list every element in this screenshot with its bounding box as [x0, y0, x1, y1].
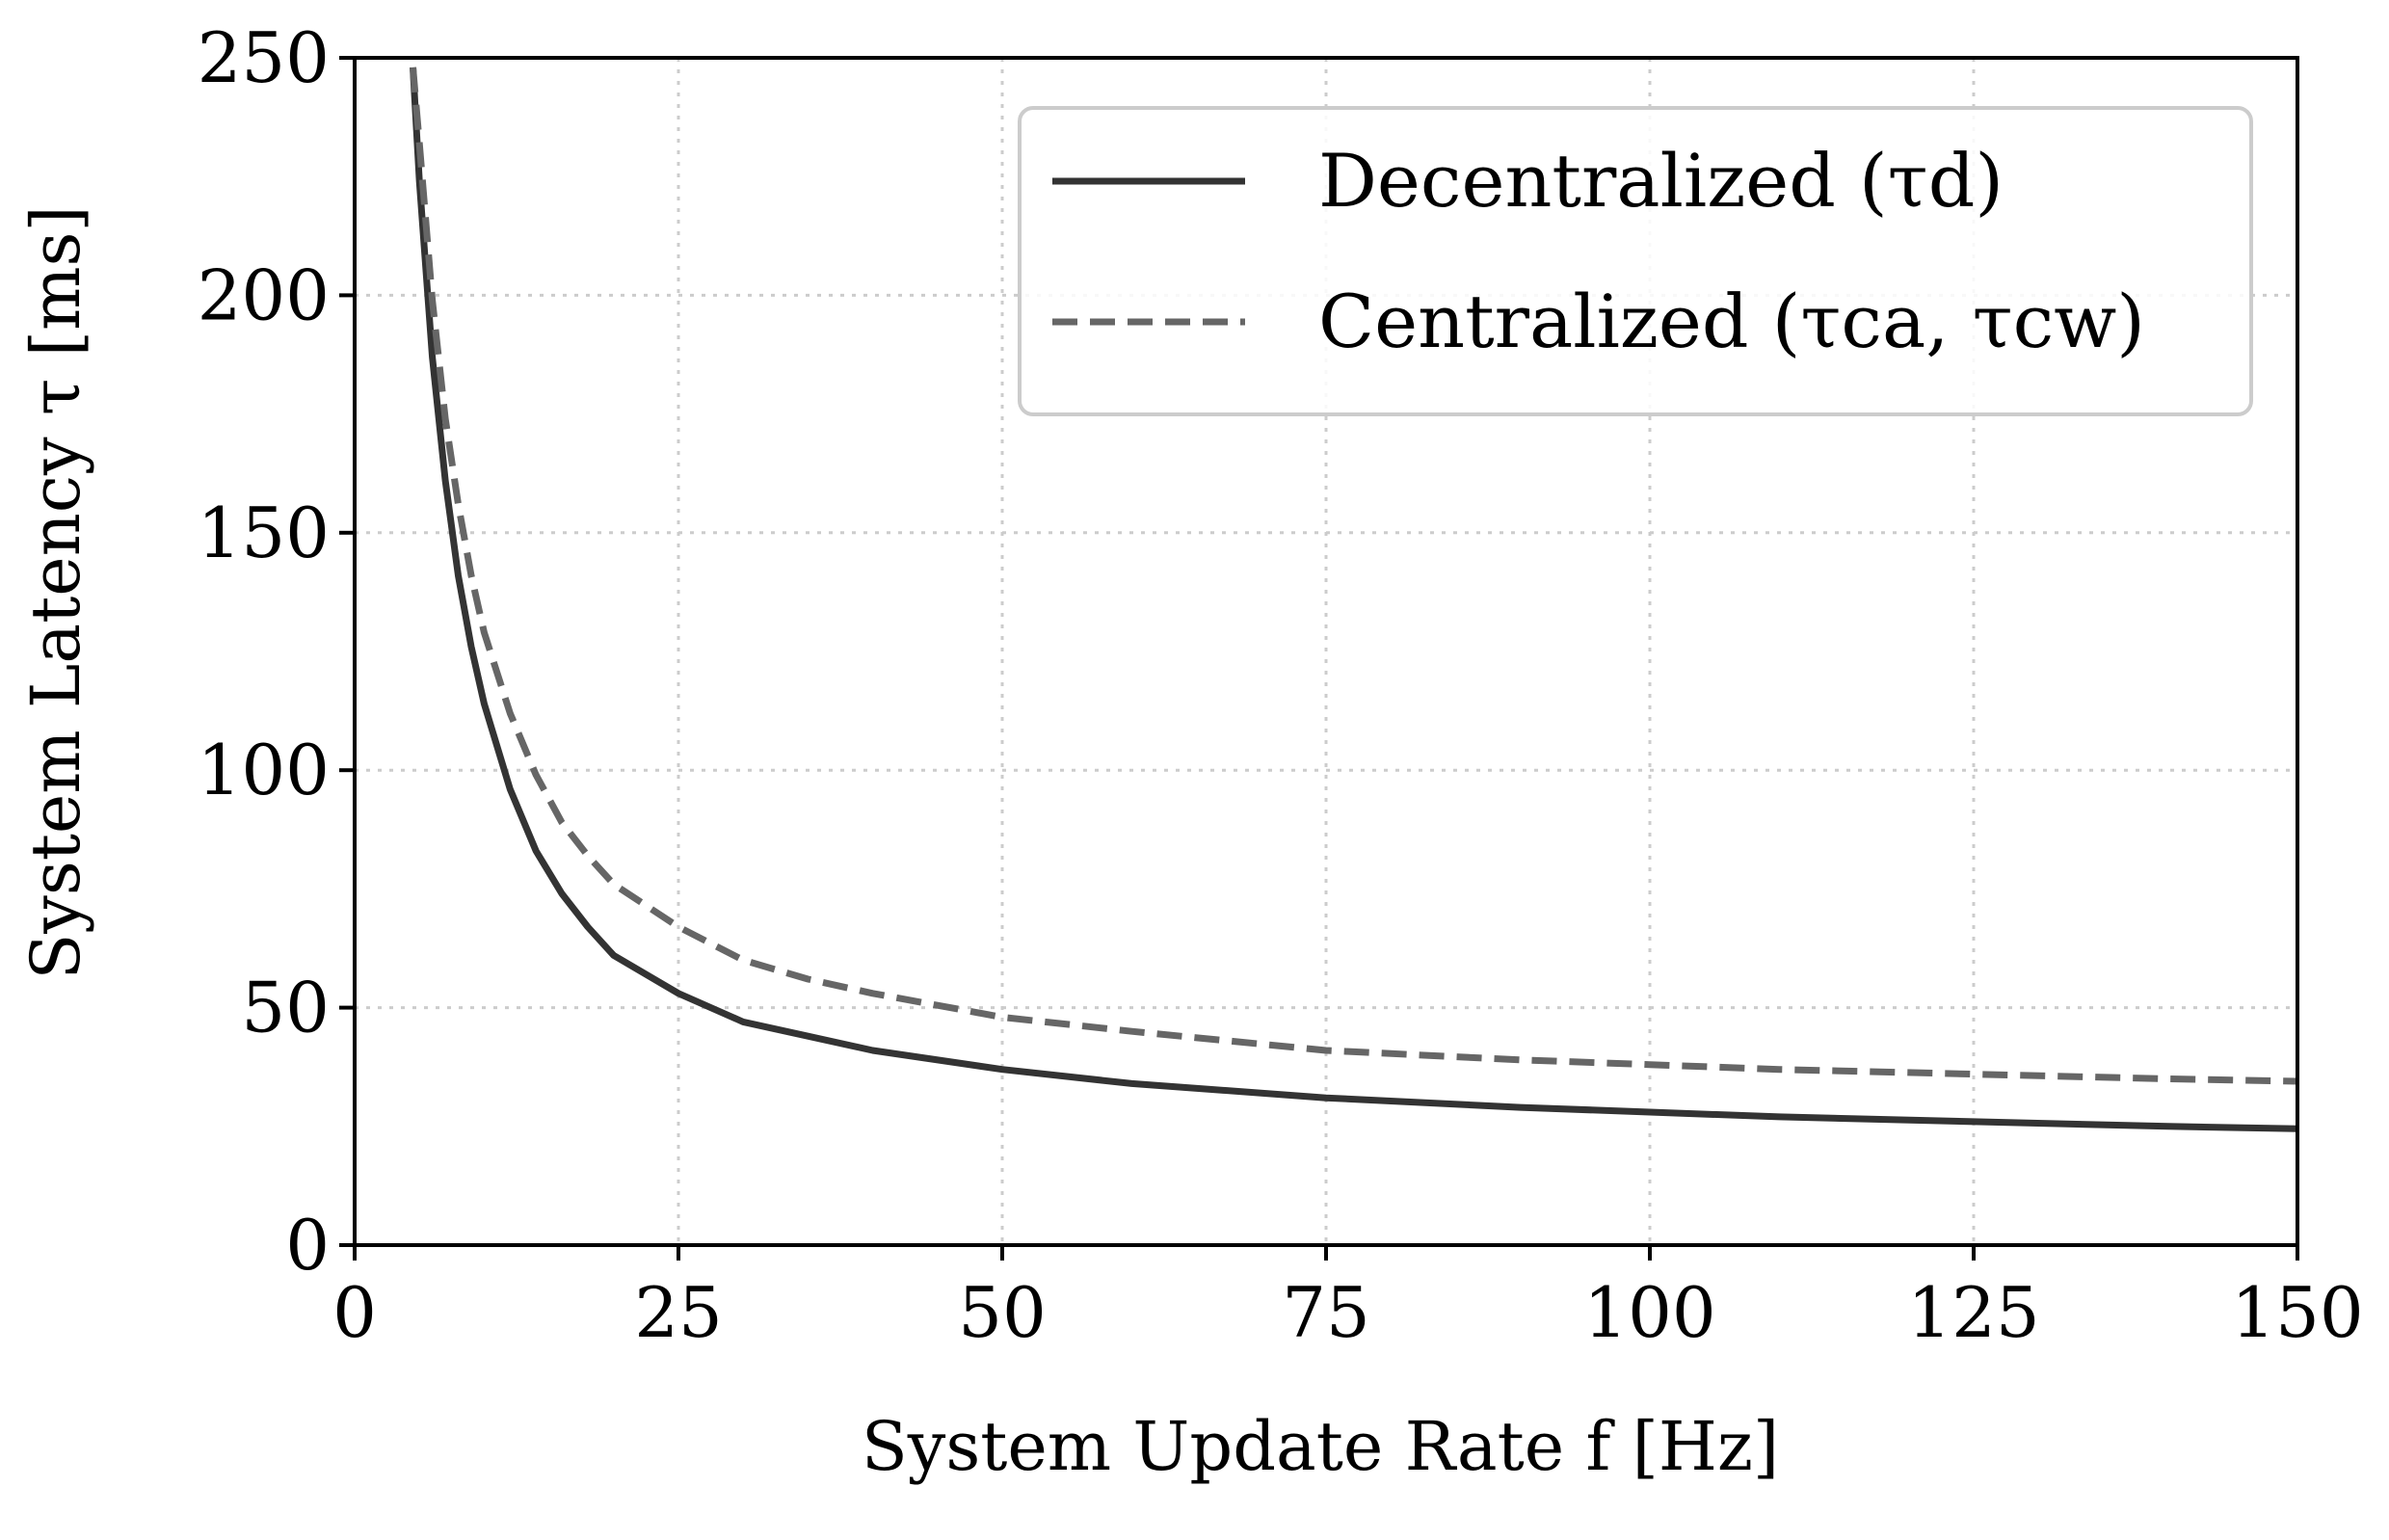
legend-box	[1018, 106, 2253, 416]
x-axis-label: System Update Rate f [Hz]	[862, 1407, 1779, 1486]
axis-ticks: 0 25 50 75 100 125 150 0 50 100 150 200 250	[198, 17, 2364, 1353]
x-tick-label-50: 50	[958, 1272, 1047, 1353]
x-tick-label-25: 25	[634, 1272, 723, 1353]
y-tick-label-0: 0	[285, 1205, 330, 1286]
y-tick-label-150: 150	[198, 492, 330, 573]
series-line-decentralized	[410, 66, 2298, 1132]
series-layer	[410, 66, 2298, 1132]
legend-label-decentralized: Decentralized (τd)	[1318, 138, 2004, 224]
y-tick-label-50: 50	[241, 968, 330, 1049]
x-tick-label-0: 0	[332, 1272, 377, 1353]
y-tick-label-100: 100	[198, 730, 330, 810]
x-tick-label-125: 125	[1907, 1272, 2039, 1353]
y-tick-label-200: 200	[198, 254, 330, 335]
legend: Decentralized (τd) Centralized (τca, τcw…	[1018, 106, 2253, 416]
y-axis-label: System Latency τ [ms]	[16, 205, 95, 979]
y-tick-label-250: 250	[198, 17, 330, 98]
legend-label-centralized: Centralized (τca, τcw)	[1318, 279, 2145, 364]
series-line-centralized	[410, 66, 2298, 1085]
x-tick-label-100: 100	[1583, 1272, 1715, 1353]
x-tick-label-75: 75	[1282, 1272, 1370, 1353]
x-tick-label-150: 150	[2231, 1272, 2363, 1353]
